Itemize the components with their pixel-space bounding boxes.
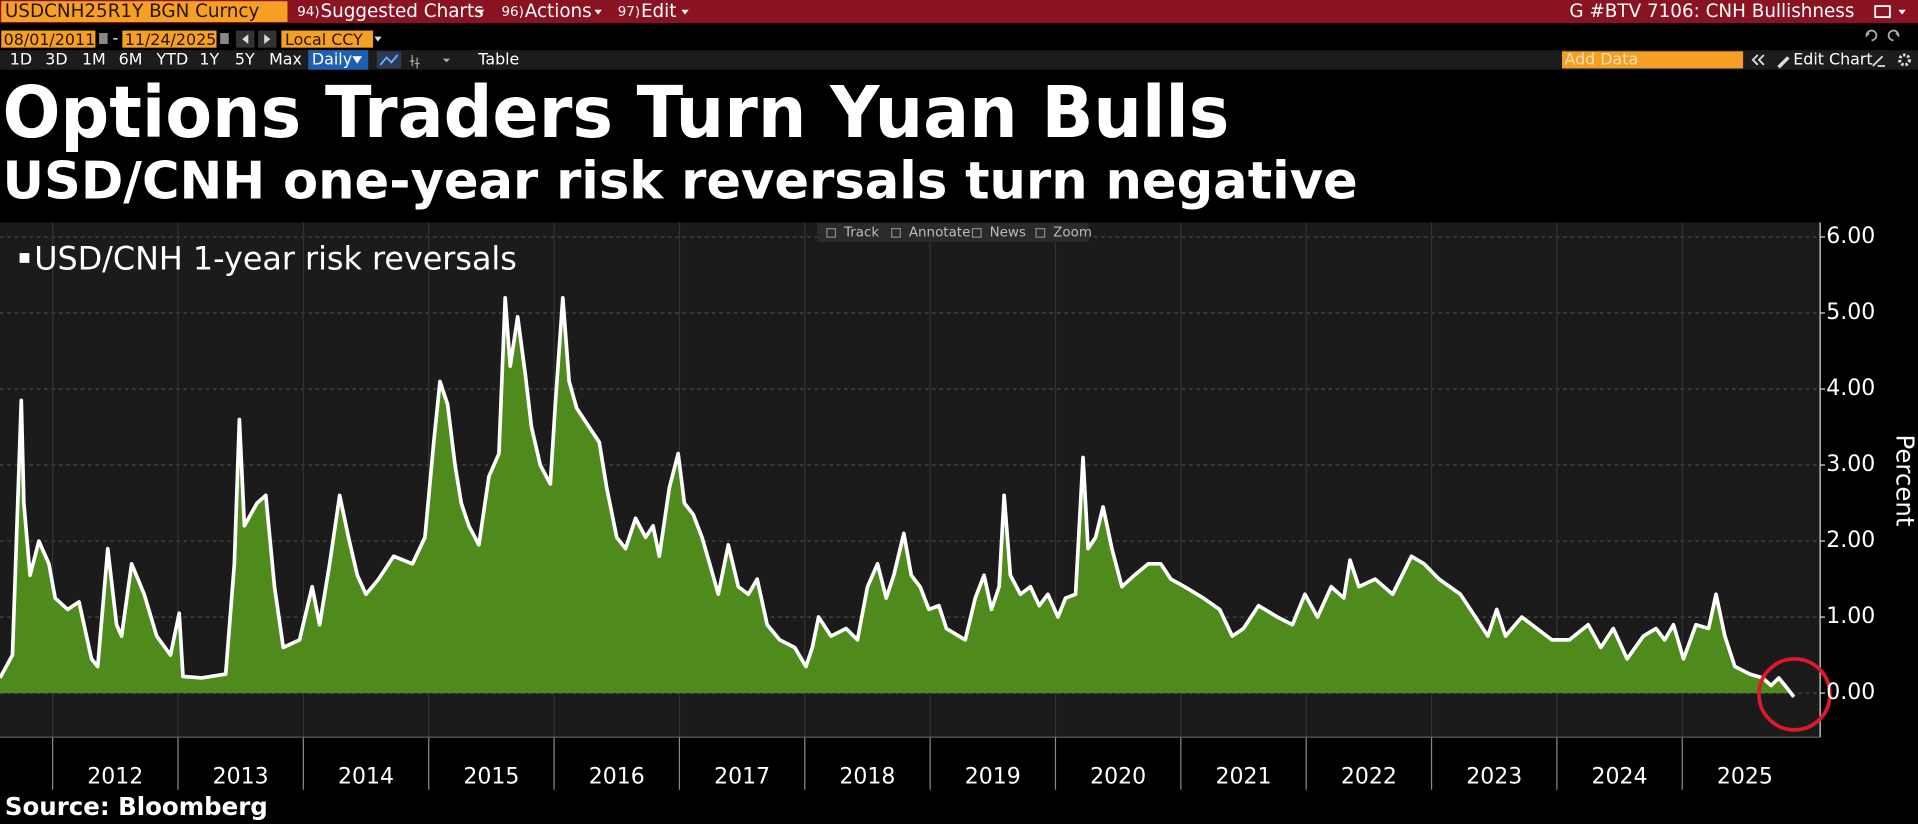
range-button[interactable]: 6M — [119, 49, 143, 68]
x-tick-label: 2020 — [1090, 765, 1146, 790]
x-tick-label: 2017 — [714, 765, 770, 790]
source: Source: Bloomberg — [5, 792, 268, 821]
x-tick-label: 2014 — [338, 765, 394, 790]
x-tick-label: 2025 — [1717, 765, 1773, 790]
dropdown-icon — [374, 36, 382, 42]
calendar-icon[interactable] — [99, 33, 108, 45]
line — [0, 295, 1796, 698]
redo-icon[interactable] — [1887, 29, 1900, 42]
y-tick-label: 6.00 — [1826, 224, 1875, 249]
arrow-icon — [264, 34, 271, 45]
y-tick-label: 1.00 — [1826, 604, 1875, 629]
dropdown-icon — [594, 9, 602, 15]
y-tick-label: 4.00 — [1826, 376, 1875, 401]
tool-button[interactable]: News — [990, 225, 1026, 240]
x-tick-label: 2015 — [463, 765, 519, 790]
range-button[interactable]: 5Y — [235, 49, 255, 68]
ticker[interactable]: USDCNH25R1Y BGN Curncy — [5, 1, 260, 22]
menu-code[interactable]: 96) — [502, 5, 524, 20]
range-button[interactable]: 1Y — [199, 49, 219, 68]
tool-button[interactable]: Annotate — [909, 225, 971, 240]
menu-code[interactable]: 94) — [297, 5, 319, 20]
tool-button[interactable]: Zoom — [1053, 225, 1092, 240]
frequency[interactable]: Daily — [312, 49, 352, 68]
chart-subtitle: USD/CNH one-year risk reversals turn neg… — [2, 152, 1357, 212]
chart-toolbar — [817, 222, 1089, 243]
export-icon[interactable] — [1874, 5, 1891, 19]
undo-icon[interactable] — [1865, 29, 1878, 42]
start-date[interactable]: 08/01/2011 — [4, 30, 96, 49]
dropdown-icon — [681, 9, 689, 15]
range-buttons: 1D 3D 1M 6M YTD 1Y 5Y Max — [10, 49, 302, 68]
y-axis-label: Percent — [1890, 434, 1918, 526]
menu-code[interactable]: 97) — [618, 5, 640, 20]
x-tick-label: 2023 — [1466, 765, 1522, 790]
tool-icon — [1035, 228, 1046, 238]
x-tick-label: 2019 — [965, 765, 1021, 790]
chart-tools: Track Annotate News Zoom — [826, 225, 1092, 240]
tool-icon — [826, 228, 837, 238]
pencil-icon — [1777, 56, 1790, 69]
legend-label: USD/CNH 1-year risk reversals — [34, 240, 517, 277]
range-button[interactable]: YTD — [156, 49, 189, 68]
draw-icon[interactable] — [1872, 55, 1885, 67]
table-button[interactable]: Table — [477, 49, 519, 68]
tool-button[interactable]: Track — [843, 225, 879, 240]
highlight-circle — [1757, 657, 1832, 732]
edit-chart[interactable]: Edit Chart — [1793, 49, 1872, 68]
bar-chart-icon[interactable] — [409, 55, 420, 69]
dropdown-icon — [1898, 9, 1906, 15]
range-button[interactable]: 1D — [10, 49, 32, 68]
date-separator: - — [113, 29, 119, 48]
menu-bar — [0, 0, 1918, 24]
dropdown-icon — [477, 9, 485, 15]
x-tick-label: 2021 — [1216, 765, 1272, 790]
chart-title: Options Traders Turn Yuan Bulls — [2, 71, 1229, 154]
calendar-icon[interactable] — [220, 33, 229, 45]
collapse-icon[interactable] — [1751, 54, 1765, 66]
x-tick-label: 2013 — [213, 765, 269, 790]
dropdown-icon — [352, 56, 363, 64]
ticker-box[interactable] — [1, 1, 288, 23]
axes: 0.00 1.00 2.00 3.00 4.00 5.00 6.00 2012 2013 2014… — [0, 224, 1875, 790]
date-box[interactable] — [122, 30, 217, 48]
tool-icon — [971, 228, 982, 238]
y-tick-label: 5.00 — [1826, 300, 1875, 325]
arrow-icon — [242, 34, 249, 45]
series — [0, 295, 1796, 698]
settings-icon[interactable] — [1898, 53, 1911, 67]
undo-redo[interactable] — [1865, 29, 1900, 42]
range-button[interactable]: 1M — [82, 49, 106, 68]
currency[interactable]: Local CCY — [285, 30, 363, 49]
tool-icon — [891, 228, 901, 238]
legend-swatch — [19, 253, 30, 263]
y-tick-label: 3.00 — [1826, 452, 1875, 477]
date-box[interactable] — [1, 30, 96, 48]
range-bar — [0, 50, 1918, 70]
add-data[interactable]: Add Data — [1564, 49, 1638, 68]
x-tick-label: 2016 — [589, 765, 645, 790]
menu[interactable]: Suggested Charts — [320, 1, 483, 22]
frequency-box[interactable] — [308, 50, 369, 70]
x-tick-label: 2018 — [839, 765, 895, 790]
page-title: G #BTV 7106: CNH Bullishness — [1569, 1, 1854, 22]
range-button[interactable]: Max — [269, 49, 302, 68]
y-tick-label: 2.00 — [1826, 528, 1875, 553]
menu[interactable]: Edit — [641, 1, 677, 22]
x-tick-label: 2022 — [1341, 765, 1397, 790]
currency-box[interactable] — [281, 30, 374, 48]
add-data-box[interactable] — [1562, 51, 1744, 69]
y-tick-label: 0.00 — [1826, 680, 1875, 705]
line-chart-icon — [379, 54, 399, 66]
end-date[interactable]: 11/24/2025 — [125, 30, 217, 49]
range-button[interactable]: 3D — [45, 49, 67, 68]
x-tick-label: 2024 — [1592, 765, 1648, 790]
x-tick-label: 2012 — [87, 765, 143, 790]
menu[interactable]: Actions — [525, 1, 592, 22]
dropdown-icon — [442, 58, 451, 63]
